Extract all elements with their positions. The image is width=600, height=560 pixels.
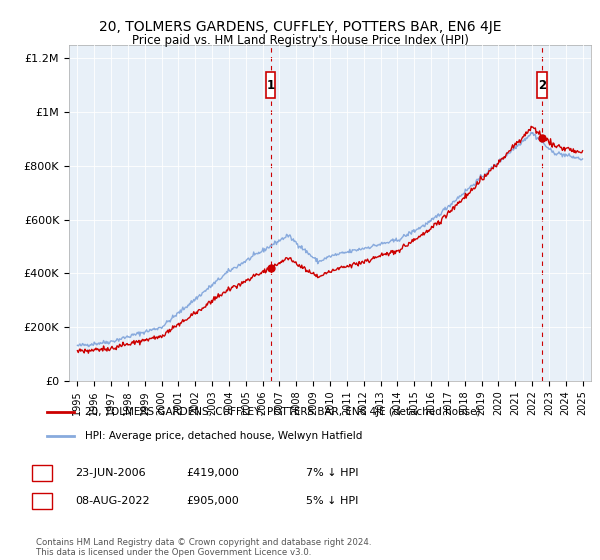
Text: £905,000: £905,000 <box>186 496 239 506</box>
Text: 20, TOLMERS GARDENS, CUFFLEY, POTTERS BAR, EN6 4JE: 20, TOLMERS GARDENS, CUFFLEY, POTTERS BA… <box>99 20 501 34</box>
Text: 2: 2 <box>38 496 46 506</box>
Text: 23-JUN-2006: 23-JUN-2006 <box>75 468 146 478</box>
Text: Price paid vs. HM Land Registry's House Price Index (HPI): Price paid vs. HM Land Registry's House … <box>131 34 469 46</box>
Text: HPI: Average price, detached house, Welwyn Hatfield: HPI: Average price, detached house, Welw… <box>85 431 362 441</box>
Text: 1: 1 <box>266 78 275 92</box>
Text: 08-AUG-2022: 08-AUG-2022 <box>75 496 149 506</box>
Bar <box>266 72 275 98</box>
Text: £419,000: £419,000 <box>186 468 239 478</box>
Text: Contains HM Land Registry data © Crown copyright and database right 2024.
This d: Contains HM Land Registry data © Crown c… <box>36 538 371 557</box>
Text: 5% ↓ HPI: 5% ↓ HPI <box>306 496 358 506</box>
Text: 20, TOLMERS GARDENS, CUFFLEY, POTTERS BAR, EN6 4JE (detached house): 20, TOLMERS GARDENS, CUFFLEY, POTTERS BA… <box>85 408 480 418</box>
Text: 7% ↓ HPI: 7% ↓ HPI <box>306 468 359 478</box>
Text: 2: 2 <box>538 78 546 92</box>
Text: 1: 1 <box>38 468 46 478</box>
Bar <box>538 72 547 98</box>
